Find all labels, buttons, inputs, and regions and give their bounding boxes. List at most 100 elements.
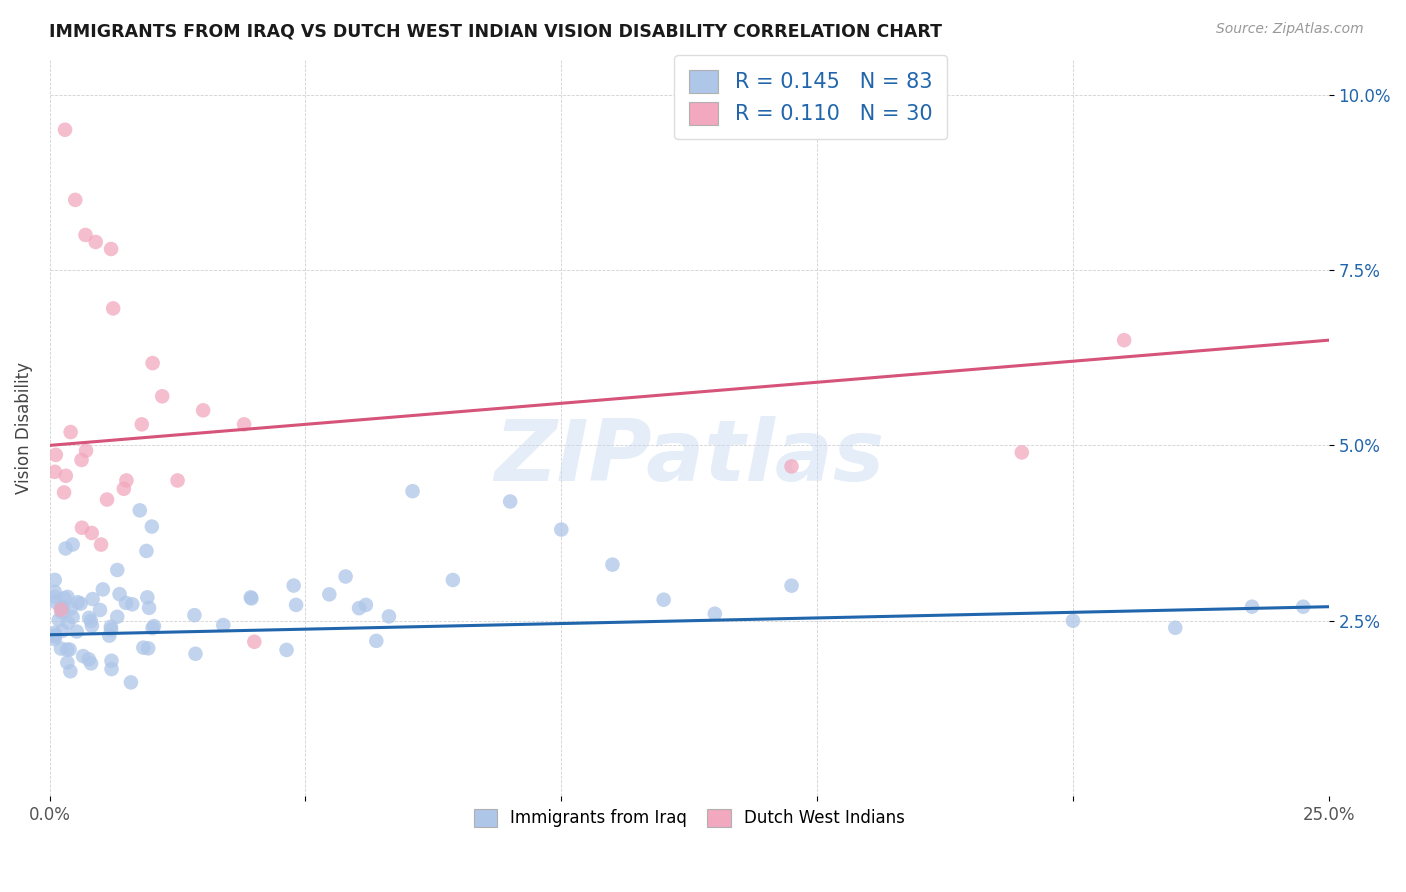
Point [91,582,114,597]
Point [96,492,118,507]
Point [285,598,308,612]
Point [143,619,166,633]
Point [51,605,73,619]
Point [45,448,67,462]
Point [55,541,77,556]
Point [101,301,124,316]
Point [100,620,122,634]
Point [44,625,66,640]
Point [239,591,262,605]
Point [56,656,79,670]
Point [75,227,97,242]
Point [62,610,84,624]
Point [53,122,76,136]
Point [56,615,79,630]
Point [84,235,107,249]
Point [115,596,138,610]
Point [80,614,103,628]
Point [100,662,122,676]
Point [212,618,235,632]
Point [77,652,100,666]
Point [128,503,150,517]
Y-axis label: Vision Disability: Vision Disability [15,362,32,494]
Point [69,597,91,611]
Point [335,569,357,583]
Point [183,608,205,623]
Point [44,632,66,647]
Point [72,649,94,664]
Point [283,578,305,592]
Point [62,537,84,551]
Point [191,403,214,417]
Point [138,600,160,615]
Point [80,657,103,671]
Point [780,459,803,474]
Point [105,563,128,577]
Point [233,417,256,432]
Point [318,587,340,601]
Point [136,641,159,656]
Point [166,474,188,488]
Point [120,675,142,690]
Point [53,591,76,606]
Point [82,592,104,607]
Point [44,595,66,609]
Point [703,607,725,621]
Point [100,654,122,668]
Point [77,611,100,625]
Point [136,591,159,605]
Point [1240,599,1263,614]
Text: IMMIGRANTS FROM IRAQ VS DUTCH WEST INDIAN VISION DISABILITY CORRELATION CHART: IMMIGRANTS FROM IRAQ VS DUTCH WEST INDIA… [49,22,942,40]
Point [499,494,522,508]
Point [347,601,370,615]
Point [44,585,66,599]
Point [652,592,675,607]
Point [1114,333,1136,347]
Point [44,590,66,604]
Point [44,629,66,643]
Point [59,601,82,615]
Point [66,595,89,609]
Point [121,597,143,611]
Point [48,613,70,627]
Point [401,484,423,499]
Point [70,521,93,535]
Point [44,465,66,479]
Point [100,242,122,256]
Text: ZIPatlas: ZIPatlas [494,416,884,499]
Point [49,602,72,616]
Point [131,417,153,432]
Point [354,598,377,612]
Point [1164,621,1187,635]
Point [56,590,79,604]
Point [105,609,128,624]
Point [184,647,207,661]
Point [366,633,388,648]
Point [53,485,76,500]
Point [70,453,93,467]
Point [80,619,103,633]
Point [59,642,82,657]
Point [142,621,165,635]
Point [132,640,155,655]
Point [378,609,401,624]
Point [135,544,157,558]
Point [108,587,131,601]
Point [98,629,121,643]
Text: Source: ZipAtlas.com: Source: ZipAtlas.com [1216,22,1364,37]
Point [59,425,82,439]
Point [66,624,89,639]
Point [243,634,266,648]
Point [1062,614,1084,628]
Point [44,628,66,642]
Point [1292,599,1315,614]
Point [49,641,72,656]
Legend: Immigrants from Iraq, Dutch West Indians: Immigrants from Iraq, Dutch West Indians [465,800,912,836]
Point [59,665,82,679]
Point [89,603,111,617]
Point [276,643,298,657]
Point [100,623,122,637]
Point [75,443,97,458]
Point [80,526,103,541]
Point [150,389,173,403]
